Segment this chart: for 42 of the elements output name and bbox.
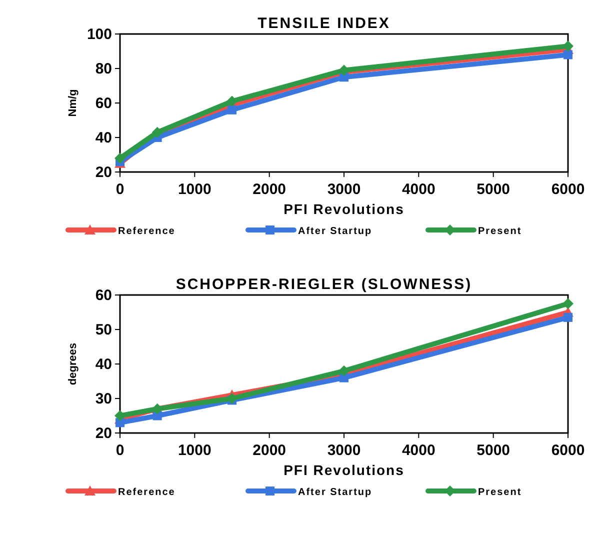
x-tick-label: 4000	[402, 181, 436, 198]
y-tick-label: 80	[95, 60, 112, 78]
legend-label: After Startup	[298, 487, 372, 498]
x-axis-title: PFI Revolutions	[284, 201, 404, 217]
legend-label: Present	[478, 226, 522, 237]
legend-label: Reference	[118, 487, 176, 498]
y-tick-label: 40	[95, 130, 112, 146]
point	[338, 365, 350, 376]
y-tick-label: 60	[95, 287, 112, 304]
y-tick-label: 50	[95, 322, 112, 338]
point	[114, 410, 126, 422]
x-tick-label: 6000	[551, 181, 585, 198]
x-tick-label: 4000	[402, 442, 436, 459]
x-tick-label: 0	[116, 442, 124, 459]
x-tick-label: 6000	[551, 442, 585, 459]
point	[226, 96, 238, 107]
y-axis-title: degrees	[67, 342, 79, 386]
y-tick-label: 40	[95, 356, 112, 373]
x-tick-label: 3000	[327, 442, 361, 459]
legend-label: After Startup	[298, 226, 372, 237]
y-axis-title: Nm/g	[67, 89, 79, 117]
x-tick-label: 0	[116, 181, 124, 198]
x-tick-label: 3000	[327, 181, 361, 198]
point	[564, 50, 572, 60]
chart-title: SCHOPPER-RIEGLER (SLOWNESS)	[176, 276, 472, 293]
x-axis-title: PFI Revolutions	[284, 462, 404, 478]
y-tick-label: 20	[95, 425, 112, 442]
y-tick-label: 60	[95, 95, 112, 112]
y-tick-label: 30	[95, 390, 112, 408]
y-tick-label: 20	[95, 164, 112, 181]
legend-label: Present	[478, 487, 522, 498]
x-tick-label: 1000	[178, 442, 212, 459]
point	[228, 105, 236, 114]
x-tick-label: 2000	[252, 181, 286, 198]
y-tick-label: 100	[86, 26, 112, 43]
chart-title: TENSILE INDEX	[258, 15, 390, 32]
x-tick-label: 5000	[476, 181, 510, 198]
x-tick-label: 5000	[476, 442, 510, 459]
x-tick-label: 2000	[252, 442, 286, 459]
x-tick-label: 1000	[178, 181, 212, 198]
legend-label: Reference	[118, 226, 176, 237]
point	[562, 298, 574, 310]
